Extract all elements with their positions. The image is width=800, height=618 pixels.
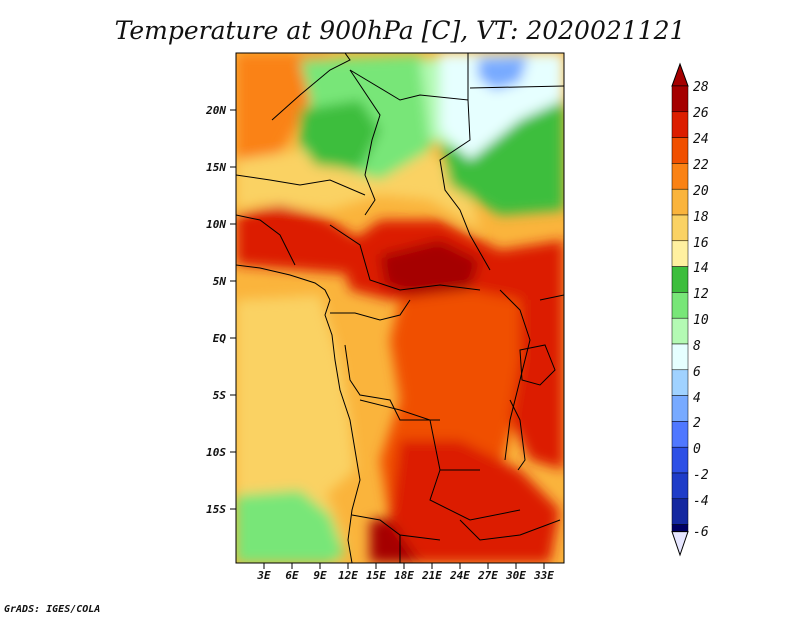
colorbar: 28 26 24 22 20 18 16 14 12 10 8 6 4 2 0 … (671, 62, 709, 557)
colorbar-box-8 (671, 292, 689, 319)
warm-band-west (236, 205, 370, 275)
lake-tanganyika (509, 399, 526, 471)
lon-label-12e: 12E (338, 569, 358, 582)
colorbar-box-7 (671, 266, 689, 293)
border-east-congo (499, 289, 531, 461)
border-north-1 (271, 53, 351, 121)
temperature-field (236, 53, 564, 563)
lon-label-21e: 21E (421, 569, 442, 582)
west-coastline (236, 264, 361, 563)
colorbar-box-6 (671, 240, 689, 267)
lon-label-27e: 27E (477, 569, 498, 582)
border-zambia (429, 469, 521, 521)
southern-green-patch (236, 490, 345, 563)
colorbar-label-8: 8 (693, 339, 701, 354)
lon-label-33e: 33E (533, 569, 554, 582)
colorbar-box-15 (671, 472, 689, 500)
colorbar-bottom-triangle (671, 531, 689, 557)
border-east-1 (439, 99, 491, 271)
lon-label-3e: 3E (256, 569, 271, 582)
lon-label-24e: 24E (449, 569, 470, 582)
colorbar-box-14 (671, 446, 689, 474)
colorbar-label-20: 20 (693, 184, 709, 199)
colorbar-label-0: 0 (693, 442, 701, 457)
colorbar-label-neg6: -6 (693, 525, 709, 540)
colorbar-label-4: 4 (693, 391, 701, 406)
lat-label-5n: 5N (213, 275, 227, 288)
border-northeast (469, 85, 564, 89)
colorbar-box-9 (671, 317, 689, 345)
border-north-2 (349, 53, 469, 101)
colorbar-label-18: 18 (693, 210, 709, 225)
border-cameroon (329, 224, 481, 291)
coastlines-and-borders (236, 53, 564, 563)
lat-label-eq: EQ (213, 332, 227, 345)
colorbar-box-2 (671, 137, 689, 164)
colorbar-box-12 (671, 395, 689, 422)
colorbar-top-triangle (671, 62, 689, 87)
lat-label-5s: 5S (213, 389, 227, 402)
sahel-yellow-band (236, 150, 480, 230)
colorbar-label-28: 28 (693, 80, 709, 95)
dry-cyan-region (440, 53, 564, 160)
colorbar-box-16 (671, 498, 689, 525)
border-congo-2 (344, 344, 440, 421)
colorbar-label-neg4: -4 (693, 494, 709, 509)
colorbar-label-22: 22 (693, 158, 709, 173)
colorbar-box-0 (671, 85, 689, 113)
colorbar-label-24: 24 (693, 132, 709, 147)
grads-credit: GrADS: IGES/COLA (4, 604, 101, 615)
colorbar-box-1 (671, 111, 689, 138)
hot-core-north (380, 240, 480, 295)
lon-label-9e: 9E (313, 569, 327, 582)
east-africa-hot (510, 290, 564, 470)
lat-label-15n: 15N (206, 161, 226, 174)
colorbar-box-4 (671, 188, 689, 216)
border-congo-1 (330, 299, 411, 321)
lon-label-30e: 30E (505, 569, 526, 582)
latitude-axis: 20N 15N 10N 5N EQ 5S 10S 15S (205, 104, 236, 516)
lat-label-10s: 10S (206, 446, 226, 459)
lat-label-15s: 15S (206, 503, 226, 516)
colorbar-box-10 (671, 343, 689, 371)
sahel-dark-green-patch (300, 100, 380, 170)
blue-cold-patch (478, 56, 528, 90)
border-angola (359, 399, 480, 471)
colorbar-box-13 (671, 421, 689, 448)
great-lakes (519, 344, 556, 386)
colorbar-label-neg2: -2 (693, 468, 709, 483)
colorbar-label-2: 2 (693, 416, 701, 431)
colorbar-label-10: 10 (693, 313, 709, 328)
colorbar-label-12: 12 (693, 287, 709, 302)
border-sahel (236, 174, 366, 196)
colorbar-label-26: 26 (693, 106, 709, 121)
lat-label-20n: 20N (205, 104, 226, 117)
lon-label-18e: 18E (394, 569, 414, 582)
southern-warm (390, 440, 560, 563)
colorbar-label-14: 14 (693, 261, 709, 276)
border-namibia (351, 514, 441, 541)
lat-label-10n: 10N (206, 218, 226, 231)
colorbar-box-3 (671, 163, 689, 190)
colorbar-box-17 (671, 524, 689, 532)
east-border (539, 294, 564, 301)
border-chad-lake (349, 69, 381, 216)
colorbar-box-11 (671, 369, 689, 396)
longitude-axis: 3E 6E 9E 12E 15E 18E 21E 24E 27E 30E 33E (256, 563, 554, 582)
colorbar-box-5 (671, 214, 689, 242)
colorbar-label-16: 16 (693, 236, 709, 251)
lon-label-15e: 15E (366, 569, 386, 582)
map-frame (235, 52, 565, 564)
chart-title: Temperature at 900hPa [C], VT: 202002112… (114, 16, 686, 45)
border-west-africa (236, 214, 296, 266)
colorbar-label-6: 6 (693, 365, 701, 380)
lon-label-6e: 6E (285, 569, 299, 582)
border-south-2 (459, 519, 561, 541)
atlantic-ocean-light (236, 295, 355, 500)
